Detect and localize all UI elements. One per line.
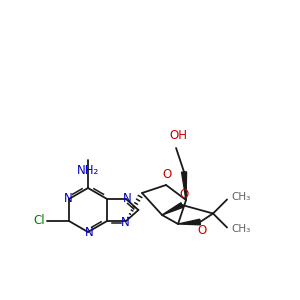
Text: O: O: [162, 168, 172, 181]
Text: OH: OH: [169, 129, 187, 142]
Text: N: N: [123, 191, 131, 205]
Text: O: O: [179, 188, 189, 201]
Polygon shape: [162, 203, 183, 215]
Text: N: N: [85, 226, 93, 238]
Text: Cl: Cl: [33, 214, 45, 227]
Text: O: O: [197, 224, 207, 237]
Text: NH₂: NH₂: [77, 164, 99, 177]
Text: CH₃: CH₃: [231, 224, 250, 235]
Text: CH₃: CH₃: [231, 193, 250, 202]
Text: N: N: [64, 191, 72, 205]
Polygon shape: [182, 172, 187, 200]
Polygon shape: [178, 219, 200, 225]
Text: N: N: [121, 215, 129, 229]
